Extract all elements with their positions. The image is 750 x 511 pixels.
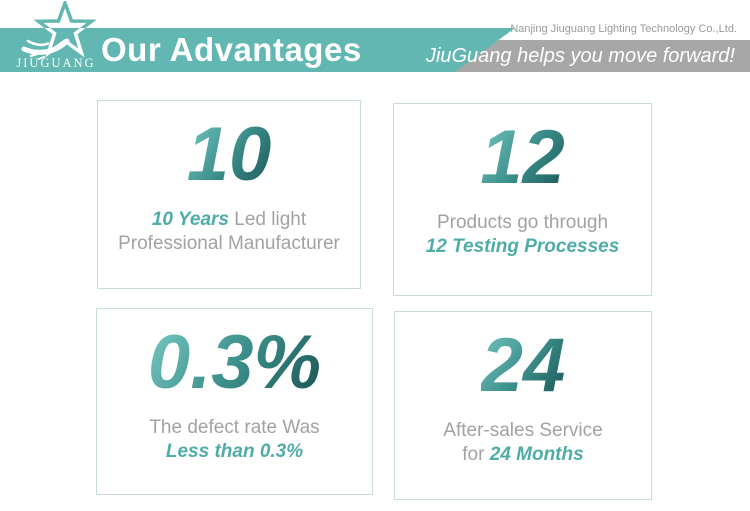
header-teal-band [0, 28, 515, 72]
caption-plain: Professional Manufacturer [118, 233, 340, 254]
card-number: 12 [480, 115, 565, 200]
card-caption: Products go through 12 Testing Processes [426, 211, 620, 259]
advantage-card-testing: 12 Products go through 12 Testing Proces… [393, 103, 652, 296]
company-slogan: JiuGuang helps you move forward! [425, 45, 735, 67]
brand-name: JIUGUANG [16, 56, 95, 70]
advantage-card-after-sales: 24 After-sales Service for 24 Months [394, 311, 652, 500]
advantage-card-years: 10 10 Years Led light Professional Manuf… [97, 100, 361, 289]
header-gray-band [455, 40, 750, 72]
caption-accent: Less than 0.3% [165, 441, 304, 462]
caption-plain: Led light [229, 209, 307, 230]
caption-accent: 12 Testing Processes [425, 236, 620, 257]
card-caption: 10 Years Led light Professional Manufact… [118, 208, 340, 256]
caption-plain: Products go through [436, 212, 609, 233]
caption-accent: 24 Months [489, 444, 584, 465]
caption-plain: for [462, 444, 490, 465]
star-logo-icon: JIUGUANG [16, 1, 97, 70]
card-caption: The defect rate Was Less than 0.3% [149, 416, 319, 464]
card-number: 24 [480, 323, 566, 408]
caption-plain: The defect rate Was [149, 417, 320, 438]
card-number: 0.3% [147, 320, 322, 405]
advantage-card-defect-rate: 0.3% The defect rate Was Less than 0.3% [96, 308, 373, 495]
card-number: 10 [186, 112, 272, 197]
caption-plain: After-sales Service [443, 420, 603, 441]
company-name: Nanjing Jiuguang Lighting Technology Co.… [510, 23, 737, 35]
page-title: Our Advantages [101, 31, 362, 68]
card-caption: After-sales Service for 24 Months [443, 419, 602, 467]
caption-accent: 10 Years [151, 209, 229, 230]
brand-logo: JIUGUANG [14, 1, 124, 72]
